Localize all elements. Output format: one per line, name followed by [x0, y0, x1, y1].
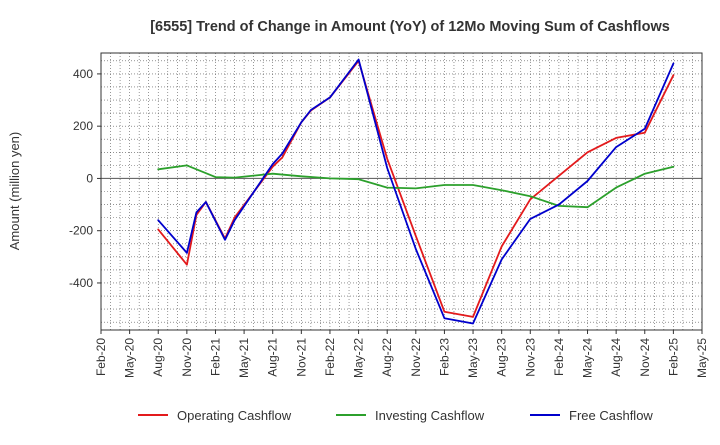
- y-tick-label: 0: [86, 171, 93, 185]
- legend: Operating Cashflow Investing Cashflow Free…: [138, 408, 653, 423]
- plot-frame: [100, 52, 703, 331]
- x-tick-label: Nov-22: [409, 338, 423, 377]
- x-tick-label: May-23: [466, 338, 480, 378]
- y-tick-label: -400: [69, 276, 93, 290]
- y-tick-label: -200: [69, 224, 93, 238]
- series-line-free-cashflow: [157, 58, 675, 325]
- series-line-investing-cashflow: [157, 164, 675, 209]
- x-tick-label: Feb-21: [208, 338, 222, 376]
- x-tick-label: May-21: [237, 338, 251, 378]
- x-tick-label: May-20: [123, 338, 137, 378]
- legend-operating-cashflow-label: Operating Cashflow: [177, 408, 292, 423]
- x-tick-label: Aug-22: [380, 338, 394, 377]
- series-lines: [157, 58, 675, 325]
- x-tick-label: Feb-20: [94, 338, 108, 376]
- axes: -400 -200 0 200 400 Feb-20 May-20 Aug-20 Nov-20 F…: [69, 52, 709, 378]
- x-tick-label: Nov-24: [638, 338, 652, 377]
- x-tick-label: Feb-23: [437, 338, 451, 376]
- y-axis-label: Amount (million yen): [7, 132, 22, 251]
- x-tick-label: Nov-21: [294, 338, 308, 377]
- x-tick-label: May-25: [695, 338, 709, 378]
- x-tick-label: May-22: [352, 338, 366, 378]
- x-tick-label: Nov-20: [180, 338, 194, 377]
- x-tick-label: Feb-24: [552, 338, 566, 376]
- x-tick-label: Aug-24: [609, 338, 623, 377]
- x-tick-label: Aug-20: [151, 338, 165, 377]
- x-tick-label: Feb-22: [323, 338, 337, 376]
- x-tick-label: Feb-25: [666, 338, 680, 376]
- x-tick-label: Nov-23: [523, 338, 537, 377]
- x-tick-label: Aug-21: [266, 338, 280, 377]
- x-tick-label: Aug-23: [495, 338, 509, 377]
- legend-investing-cashflow-label: Investing Cashflow: [375, 408, 485, 423]
- chart-title: [6555] Trend of Change in Amount (YoY) o…: [150, 19, 670, 35]
- x-tick-label: May-24: [581, 338, 595, 378]
- legend-free-cashflow-label: Free Cashflow: [569, 408, 653, 423]
- y-tick-label: 200: [73, 119, 93, 133]
- y-tick-label: 400: [73, 67, 93, 81]
